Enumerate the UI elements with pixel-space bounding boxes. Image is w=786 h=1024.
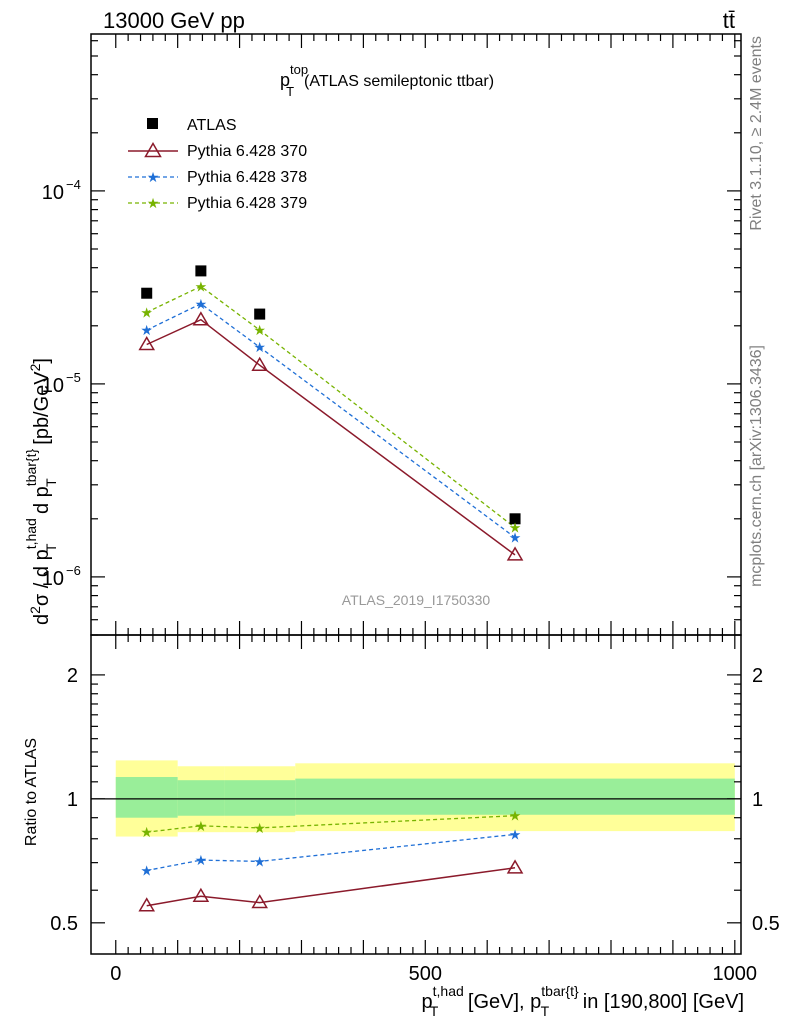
main-series-point (195, 265, 207, 277)
main-series-point: ★ (195, 296, 208, 312)
main-series-line-2 (146, 303, 516, 539)
ratio-stat-band (295, 778, 735, 815)
ratio-y-tick-label-left: 1 (67, 789, 78, 811)
side-label-top: Rivet 3.1.10, ≥ 2.4M events (748, 36, 765, 231)
main-y-tick-label: 10 (42, 568, 64, 590)
ratio-series-point: ★ (195, 818, 208, 834)
main-series-markers: ★★★★★★★★ (138, 265, 524, 561)
main-series-point (138, 336, 156, 351)
x-tick-label: 0 (110, 963, 121, 985)
ratio-series-point: ★ (509, 826, 522, 842)
ratio-series-point: ★ (140, 824, 153, 840)
ratio-series-point: ★ (253, 820, 266, 836)
side-label-bottom: mcplots.cern.ch [arXiv:1306.3436] (748, 345, 765, 587)
main-series-point: ★ (140, 304, 153, 320)
main-series-point (141, 287, 153, 299)
main-y-tick-label: 10 (42, 182, 64, 204)
x-tick-label: 500 (409, 963, 442, 985)
ratio-series-point (192, 887, 210, 903)
ratio-series-line-0 (146, 867, 516, 907)
main-series-line-1 (146, 318, 516, 556)
ratio-series-point: ★ (195, 852, 208, 868)
main-series-point: ★ (253, 339, 266, 355)
main-series-lines (146, 285, 516, 556)
legend-marker-379: ★ (147, 195, 160, 211)
ratio-series-point (251, 894, 268, 909)
legend-label-378: Pythia 6.428 378 (187, 169, 307, 186)
main-series-point (192, 311, 210, 326)
ratio-series-point: ★ (509, 808, 522, 824)
main-series-point: ★ (140, 322, 153, 338)
main-y-axis-label: d2σ / d pt,had T d ptbar{t} T [pb/GeV2] (23, 358, 59, 625)
ratio-uncertainty-bands (91, 760, 741, 837)
main-series-line-3 (146, 285, 516, 529)
energy-label: 13000 GeV pp (103, 8, 245, 33)
main-series-point (251, 356, 268, 371)
ratio-y-tick-label-left: 2 (67, 665, 78, 687)
legend-marker-atlas (147, 118, 158, 129)
process-label: tt̄ (723, 8, 735, 33)
ratio-y-axis-label: Ratio to ATLAS (23, 738, 40, 846)
ratio-y-tick-label-left: 0.5 (50, 913, 78, 935)
ratio-y-tick-label-right: 2 (752, 665, 763, 687)
main-series-point (506, 546, 524, 561)
main-series-point: ★ (195, 278, 208, 294)
legend-marker-378: ★ (147, 169, 160, 185)
x-axis-label: pt,had T [GeV], ptbar{t} T in [190,800] [G… (422, 983, 744, 1019)
ratio-series-line-2 (146, 815, 516, 833)
ratio-stat-band (115, 777, 178, 818)
main-series-point (254, 308, 266, 320)
ratio-series-point (506, 859, 524, 874)
ratio-series-lines (146, 815, 516, 907)
main-y-tick-exponent: −6 (66, 563, 81, 578)
ratio-y-tick-label-right: 1 (752, 789, 763, 811)
main-series-point: ★ (509, 530, 522, 546)
plot-title: ptop T(ATLAS semileptonic ttbar) (280, 62, 494, 99)
ratio-series-markers: ★ ★ ★ ★ ★ ★ ★ ★ (138, 808, 524, 912)
main-y-tick-label: 10 (42, 375, 64, 397)
x-tick-label: 1000 (713, 963, 758, 985)
legend-marker-370 (144, 141, 162, 158)
main-y-tick-exponent: −4 (66, 177, 81, 192)
ratio-series-point: ★ (253, 853, 266, 869)
legend-label-379: Pythia 6.428 379 (187, 195, 307, 212)
legend-label-370: Pythia 6.428 370 (187, 143, 307, 160)
ratio-series-point: ★ (140, 862, 153, 878)
main-series-point (509, 513, 521, 525)
main-series-point: ★ (509, 520, 522, 536)
ratio-stat-band (177, 780, 225, 816)
ratio-series-point (138, 897, 156, 912)
legend-label-atlas: ATLAS (187, 117, 237, 134)
ratio-plot-frame (90, 634, 742, 955)
main-y-tick-exponent: −5 (66, 370, 81, 385)
ratio-stat-band (224, 780, 296, 816)
ratio-series-line-1 (146, 833, 516, 872)
main-series-point: ★ (253, 322, 266, 338)
legend: ATLAS Pythia 6.428 370 ★ Pythia 6.428 37… (128, 117, 307, 212)
ratio-y-tick-label-right: 0.5 (752, 913, 780, 935)
analysis-id: ATLAS_2019_I1750330 (342, 592, 491, 608)
